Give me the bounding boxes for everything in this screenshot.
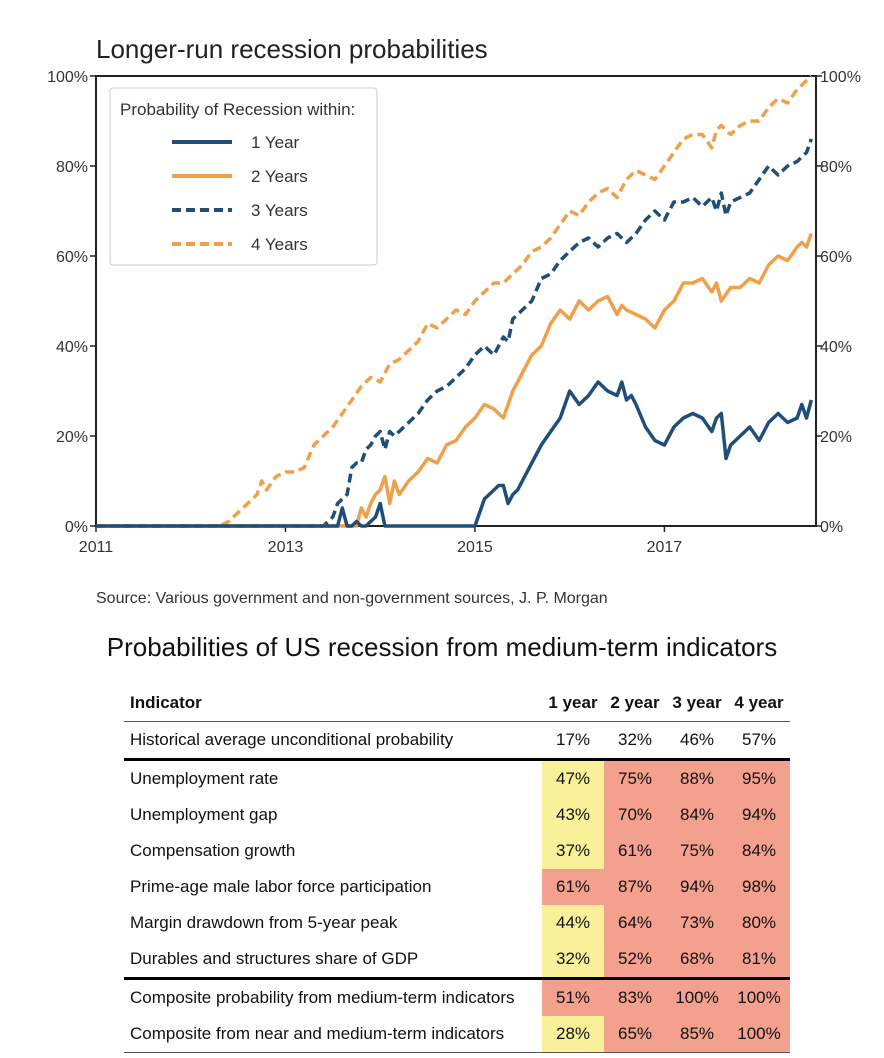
y-tick-label-right: 100% <box>820 69 861 86</box>
table-row: Unemployment rate 47% 75% 88% 95% <box>124 759 790 797</box>
header-indicator: Indicator <box>124 685 542 722</box>
cell-2-year: 75% <box>604 759 666 797</box>
y-tick-label-left: 20% <box>56 429 88 446</box>
legend-label: 4 Years <box>251 235 308 254</box>
y-tick-label-left: 100% <box>47 69 88 86</box>
row-label: Margin drawdown from 5-year peak <box>130 913 398 932</box>
legend-label: 1 Year <box>251 133 300 152</box>
cell-2-year: 32% <box>604 721 666 761</box>
row-label: Composite from near and medium-term indi… <box>124 1016 542 1053</box>
y-tick-label-left: 60% <box>56 249 88 266</box>
series-line-2-years <box>96 232 813 528</box>
table-row: Unemployment gap 43% 70% 84% 94% <box>124 797 790 833</box>
cell-2-year: 70% <box>604 797 666 833</box>
cell-4-year: 80% <box>728 905 790 941</box>
cell-3-year: 68% <box>666 941 728 980</box>
series-line-1-year <box>96 380 813 528</box>
chart-source-note: Source: Various government and non-gover… <box>96 590 608 607</box>
table-row: Durables and structures share of GDP 32%… <box>124 941 790 980</box>
cell-4-year: 100% <box>728 978 790 1016</box>
header-4-year: 4 year <box>728 685 790 722</box>
cell-3-year: 73% <box>666 905 728 941</box>
cell-1-year: 28% <box>542 1016 604 1053</box>
y-tick-label-left: 0% <box>65 519 88 536</box>
cell-4-year: 95% <box>728 759 790 797</box>
cell-4-year: 84% <box>728 833 790 869</box>
row-label: Composite probability from medium-term i… <box>130 988 515 1007</box>
cell-1-year: 51% <box>542 978 604 1016</box>
table-row-composite: Composite from near and medium-term indi… <box>124 1016 790 1053</box>
cell-3-year: 100% <box>666 978 728 1016</box>
table-row-composite: Composite probability from medium-term i… <box>124 978 790 1016</box>
y-tick-label-right: 0% <box>820 519 843 536</box>
table-row: Prime-age male labor force participation… <box>124 869 790 905</box>
cell-4-year: 98% <box>728 869 790 905</box>
header-1-year: 1 year <box>542 685 604 722</box>
cell-1-year: 47% <box>542 759 604 797</box>
cell-4-year: 100% <box>728 1016 790 1053</box>
cell-3-year: 85% <box>666 1016 728 1053</box>
header-3-year: 3 year <box>666 685 728 722</box>
table-header-row: Indicator 1 year 2 year 3 year 4 year <box>124 685 790 722</box>
x-tick-label: 2013 <box>268 539 304 556</box>
legend-box <box>109 87 378 266</box>
cell-3-year: 46% <box>666 721 728 761</box>
table-row-historical: Historical average unconditional probabi… <box>124 721 790 761</box>
cell-1-year: 44% <box>542 905 604 941</box>
series-lines <box>96 74 813 528</box>
row-label: Compensation growth <box>130 841 296 860</box>
x-tick-label: 2017 <box>647 539 683 556</box>
row-label: Unemployment gap <box>130 805 278 824</box>
header-2-year: 2 year <box>604 685 666 722</box>
cell-1-year: 43% <box>542 797 604 833</box>
y-tick-label-right: 80% <box>820 159 852 176</box>
cell-1-year: 32% <box>542 941 604 980</box>
axis-ticks: 0% 0% 20% 20% 40% 40% 60% 60% 80% 80% 100% 100% 2011… <box>47 69 861 556</box>
cell-4-year: 81% <box>728 941 790 980</box>
legend-title: Probability of Recession within: <box>120 100 355 119</box>
y-tick-label-right: 40% <box>820 339 852 356</box>
cell-1-year: 17% <box>542 721 604 761</box>
cell-2-year: 52% <box>604 941 666 980</box>
table-row: Margin drawdown from 5-year peak 44% 64%… <box>124 905 790 941</box>
legend: Probability of Recession within: 1 Year 2… <box>109 87 378 266</box>
cell-2-year: 87% <box>604 869 666 905</box>
y-tick-label-right: 20% <box>820 429 852 446</box>
indicator-table: Indicator 1 year 2 year 3 year 4 year Hi… <box>124 685 790 1053</box>
recession-probability-chart: Longer-run recession probabilities 0% 0% 2… <box>47 34 861 556</box>
legend-items: 1 Year 2 Years 3 Years 4 Years <box>172 133 308 254</box>
legend-label: 2 Years <box>251 167 308 186</box>
cell-3-year: 88% <box>666 759 728 797</box>
row-label: Durables and structures share of GDP <box>124 941 542 980</box>
cell-4-year: 57% <box>728 721 790 761</box>
cell-2-year: 64% <box>604 905 666 941</box>
row-label: Historical average unconditional probabi… <box>124 721 542 761</box>
cell-2-year: 61% <box>604 833 666 869</box>
x-tick-label: 2015 <box>457 539 493 556</box>
row-label: Unemployment rate <box>130 769 279 788</box>
cell-2-year: 65% <box>604 1016 666 1053</box>
y-tick-label-right: 60% <box>820 249 852 266</box>
cell-1-year: 61% <box>542 869 604 905</box>
cell-1-year: 37% <box>542 833 604 869</box>
y-tick-label-left: 80% <box>56 159 88 176</box>
x-tick-label: 2011 <box>79 539 114 556</box>
legend-label: 3 Years <box>251 201 308 220</box>
row-label: Prime-age male labor force participation <box>130 877 432 896</box>
series-line-3-years <box>96 138 813 528</box>
cell-3-year: 75% <box>666 833 728 869</box>
cell-3-year: 94% <box>666 869 728 905</box>
cell-2-year: 83% <box>604 978 666 1016</box>
table-row: Compensation growth 37% 61% 75% 84% <box>124 833 790 869</box>
table-title: Probabilities of US recession from mediu… <box>106 632 778 662</box>
cell-4-year: 94% <box>728 797 790 833</box>
cell-3-year: 84% <box>666 797 728 833</box>
y-tick-label-left: 40% <box>56 339 88 356</box>
series-line-4-years <box>96 74 813 528</box>
chart-title: Longer-run recession probabilities <box>96 34 488 64</box>
